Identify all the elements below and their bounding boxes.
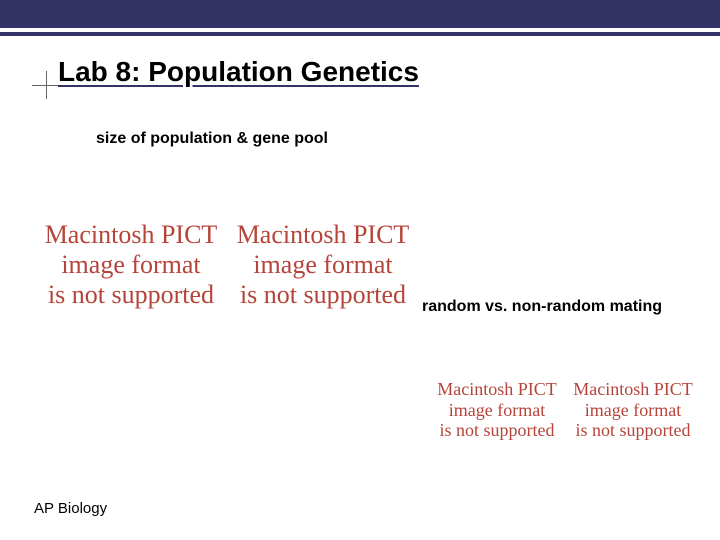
pict-line: Macintosh PICT — [237, 220, 410, 250]
pict-placeholder-4: Macintosh PICT image format is not suppo… — [566, 350, 700, 470]
pict-line: Macintosh PICT — [45, 220, 218, 250]
accent-bar — [0, 32, 720, 36]
label-random-mating: random vs. non-random mating — [422, 298, 662, 316]
pict-line: is not supported — [48, 280, 214, 310]
pict-line: image format — [585, 400, 681, 421]
pict-line: is not supported — [240, 280, 406, 310]
pict-line: image format — [253, 250, 392, 280]
top-bar — [0, 0, 720, 28]
pict-line: Macintosh PICT — [437, 379, 557, 400]
pict-line: image format — [449, 400, 545, 421]
pict-placeholder-1: Macintosh PICT image format is not suppo… — [36, 190, 226, 340]
pict-line: is not supported — [440, 420, 555, 441]
page-title: Lab 8: Population Genetics — [58, 56, 419, 88]
pict-placeholder-2: Macintosh PICT image format is not suppo… — [228, 190, 418, 340]
label-population-size: size of population & gene pool — [96, 130, 328, 148]
footer-text: AP Biology — [34, 500, 107, 517]
pict-placeholder-3: Macintosh PICT image format is not suppo… — [430, 350, 564, 470]
crosshair-decoration — [32, 71, 60, 99]
pict-line: is not supported — [576, 420, 691, 441]
pict-line: Macintosh PICT — [573, 379, 693, 400]
pict-line: image format — [61, 250, 200, 280]
